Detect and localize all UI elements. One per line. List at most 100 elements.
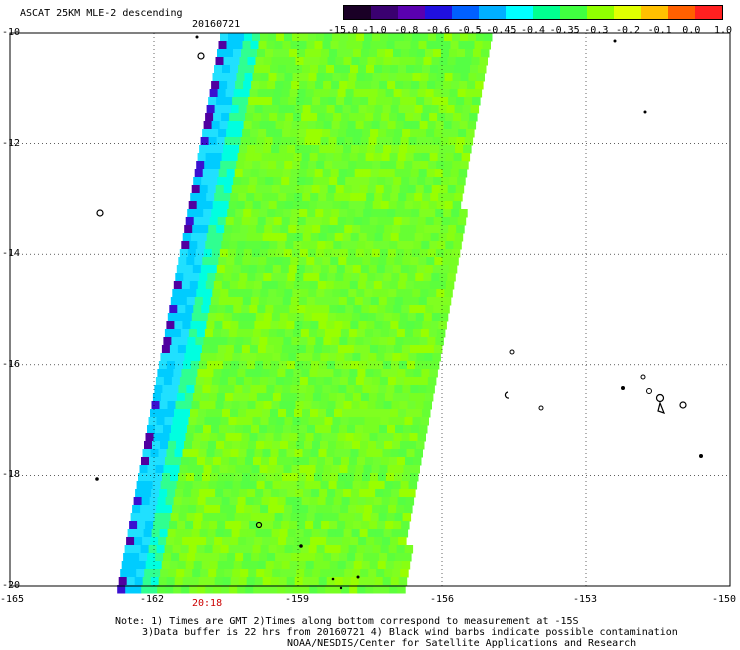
swath-cell	[224, 441, 233, 450]
swath-cell	[215, 145, 224, 154]
swath-cell	[441, 89, 451, 98]
swath-cell	[418, 385, 427, 394]
swath-cell	[341, 281, 351, 290]
swath-cell	[393, 217, 403, 226]
swath-cell	[412, 73, 421, 82]
swath-cell	[168, 441, 177, 450]
swath-cell	[206, 193, 215, 202]
swath-cell	[321, 49, 330, 58]
swath-cell	[415, 401, 424, 410]
swath-cell	[415, 185, 425, 194]
swath-cell	[454, 233, 464, 242]
swath-cell	[414, 65, 423, 74]
swath-cell	[212, 505, 221, 514]
swath-cell	[288, 97, 297, 106]
swath-cell	[131, 553, 140, 562]
swath-cell	[223, 529, 233, 538]
swath-cell	[340, 329, 350, 338]
swath-cell	[322, 473, 331, 482]
swath-cell	[181, 585, 190, 594]
swath-cell	[297, 305, 306, 314]
swath-cell	[338, 41, 347, 50]
swath-cell	[389, 497, 399, 506]
swath-cell	[282, 129, 291, 138]
swath-cell	[300, 329, 310, 338]
swath-cell	[311, 145, 320, 154]
swath-cell	[244, 33, 253, 42]
swath-cell	[129, 521, 138, 530]
swath-cell	[343, 401, 352, 410]
swath-cell	[331, 337, 340, 346]
swath-cell	[293, 585, 302, 594]
swath-cell	[176, 441, 185, 450]
swath-cell	[408, 97, 417, 106]
swath-cell	[329, 177, 338, 186]
swath-cell	[269, 113, 278, 122]
swath-cell	[246, 361, 256, 370]
swath-cell	[361, 433, 370, 442]
swath-cell	[352, 569, 361, 578]
swath-cell	[183, 273, 192, 282]
swath-cell	[324, 289, 333, 298]
swath-cell	[358, 449, 367, 458]
swath-cell	[426, 129, 435, 138]
swath-cell	[307, 249, 317, 258]
swath-cell	[201, 433, 210, 442]
swath-cell	[343, 273, 352, 282]
swath-cell	[316, 505, 325, 514]
swath-cell	[414, 105, 424, 114]
swath-cell	[344, 481, 354, 490]
swath-cell	[335, 401, 344, 410]
swath-cell	[185, 561, 195, 570]
swath-cell	[155, 465, 164, 474]
swath-cell	[427, 377, 437, 386]
swath-cell	[219, 249, 229, 258]
swath-cell	[325, 281, 335, 290]
swath-cell	[400, 569, 409, 578]
swath-cell	[219, 465, 228, 474]
swath-cell	[296, 481, 306, 490]
swath-cell	[324, 329, 334, 338]
swath-cell	[282, 385, 291, 394]
swath-cell	[275, 209, 284, 218]
swath-cell	[422, 233, 432, 242]
swath-cell	[444, 201, 454, 210]
swath-cell	[223, 185, 233, 194]
swath-cell	[241, 561, 251, 570]
swath-cell	[420, 201, 430, 210]
swath-cell	[161, 561, 171, 570]
swath-cell	[225, 89, 235, 98]
swath-cell	[189, 457, 198, 466]
swath-cell	[391, 57, 400, 66]
swath-cell	[363, 81, 372, 90]
swath-cell	[313, 217, 323, 226]
swath-cell	[398, 361, 408, 370]
swath-cell	[339, 121, 349, 130]
swath-cell	[266, 129, 275, 138]
swath-cell	[370, 169, 380, 178]
swath-cell	[262, 361, 272, 370]
swath-cell	[443, 249, 453, 258]
swath-cell	[239, 313, 249, 322]
swath-cell	[333, 113, 342, 122]
swath-cell	[222, 449, 231, 458]
swath-cell	[409, 433, 418, 442]
swath-cell	[298, 473, 307, 482]
swath-cell	[177, 305, 186, 314]
swath-cell	[251, 377, 261, 386]
swath-cell	[416, 225, 425, 234]
swath-cell	[342, 449, 351, 458]
swath-cell	[255, 57, 264, 66]
swath-cell	[236, 161, 245, 170]
swath-cell	[164, 505, 173, 514]
swath-cell	[334, 65, 343, 74]
swath-cell	[453, 241, 462, 250]
swath-cell	[312, 265, 322, 274]
swath-cell	[305, 305, 314, 314]
swath-cell	[199, 529, 209, 538]
swath-cell	[326, 577, 336, 586]
swath-cell	[219, 425, 228, 434]
swath-cell	[339, 337, 348, 346]
swath-cell	[383, 273, 392, 282]
swath-cell	[393, 177, 402, 186]
